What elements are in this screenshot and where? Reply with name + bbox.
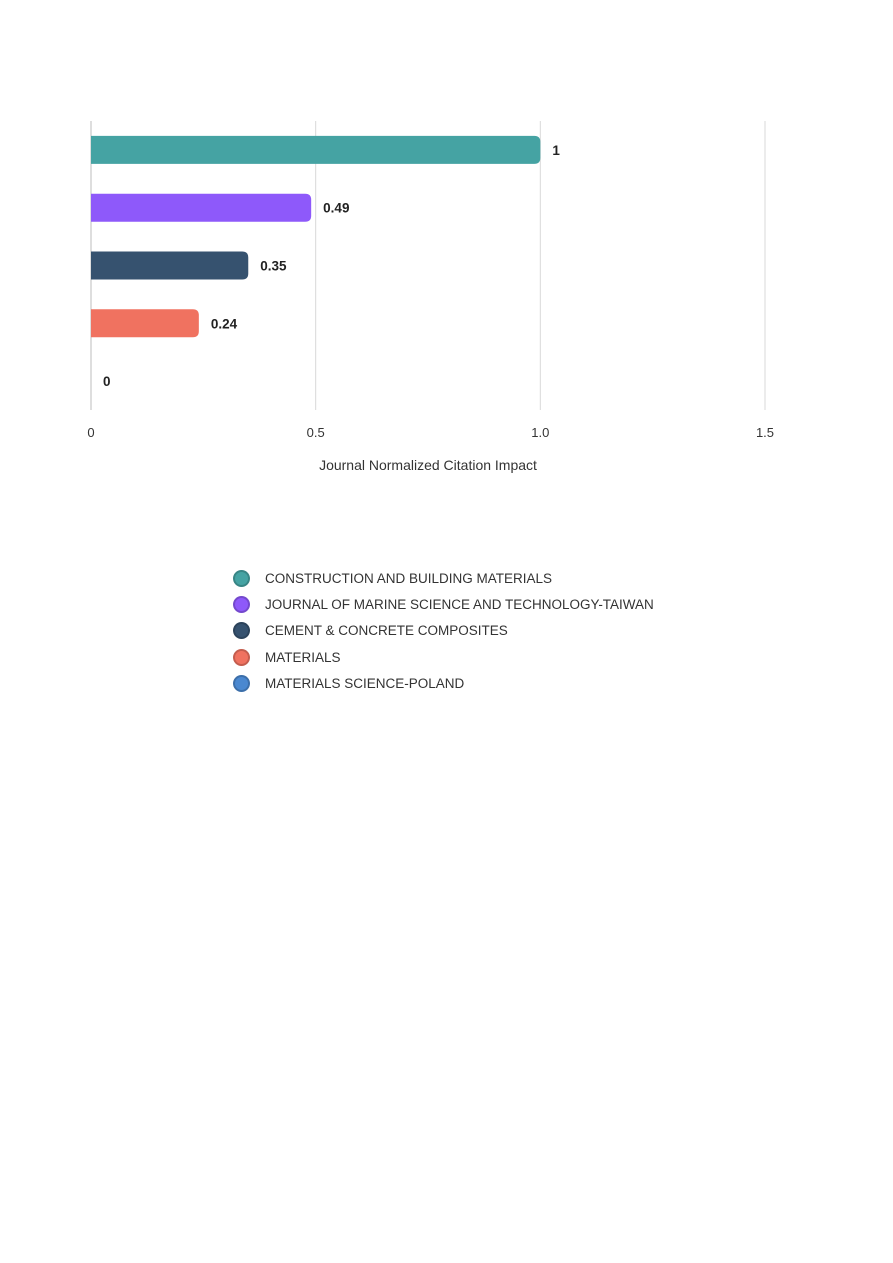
legend-item[interactable]: CEMENT & CONCRETE COMPOSITES [233,618,654,644]
bar-value-label: 0 [103,374,111,389]
legend-label: MATERIALS [265,649,341,665]
legend-swatch [233,595,250,613]
bars [91,135,541,338]
legend-swatch [233,622,250,640]
legend-swatch [233,648,250,666]
x-axis-label: Journal Normalized Citation Impact [319,457,537,473]
x-tick-label: 1.0 [531,425,549,440]
bar[interactable] [91,193,312,222]
legend-swatch [233,674,250,692]
value-labels: 1 0.49 0.35 0.24 0 [103,143,560,389]
x-tick-label: 0 [87,425,94,440]
bar-value-label: 0.35 [260,259,287,274]
legend: CONSTRUCTION AND BUILDING MATERIALS JOURN… [233,565,654,696]
legend-label: CEMENT & CONCRETE COMPOSITES [265,623,508,639]
x-tick-labels: 0 0.5 1.0 1.5 [87,425,774,440]
legend-item[interactable]: MATERIALS [233,644,654,670]
bar[interactable] [91,251,249,280]
bar-value-label: 0.24 [211,316,238,331]
legend-item[interactable]: CONSTRUCTION AND BUILDING MATERIALS [233,565,654,591]
bar-value-label: 0.49 [323,201,349,216]
legend-swatch [233,569,250,587]
x-tick-label: 1.5 [756,425,774,440]
legend-label: MATERIALS SCIENCE-POLAND [265,675,465,691]
legend-label: JOURNAL OF MARINE SCIENCE AND TECHNOLOGY… [265,596,654,612]
legend-label: CONSTRUCTION AND BUILDING MATERIALS [265,570,553,586]
bar-value-label: 1 [552,143,560,158]
legend-item[interactable]: JOURNAL OF MARINE SCIENCE AND TECHNOLOGY… [233,591,654,617]
legend-item[interactable]: MATERIALS SCIENCE-POLAND [233,670,654,696]
bar[interactable] [91,309,199,338]
bar-chart: 1 0.49 0.35 0.24 0 0 0.5 1.0 1.5 Journal Normal… [87,121,774,473]
bar[interactable] [91,135,541,164]
x-tick-label: 0.5 [307,425,325,440]
